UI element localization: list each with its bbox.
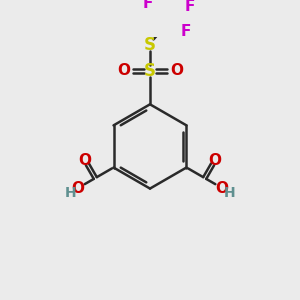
Text: S: S <box>144 62 156 80</box>
Text: O: O <box>79 153 92 168</box>
Text: F: F <box>142 0 153 11</box>
Text: O: O <box>216 181 229 196</box>
Text: S: S <box>144 36 156 54</box>
Text: O: O <box>71 181 84 196</box>
Text: O: O <box>208 153 221 168</box>
Text: H: H <box>224 185 236 200</box>
Text: F: F <box>184 0 195 14</box>
Text: H: H <box>64 185 76 200</box>
Text: F: F <box>181 24 191 39</box>
Text: O: O <box>117 64 130 79</box>
Text: O: O <box>170 64 183 79</box>
